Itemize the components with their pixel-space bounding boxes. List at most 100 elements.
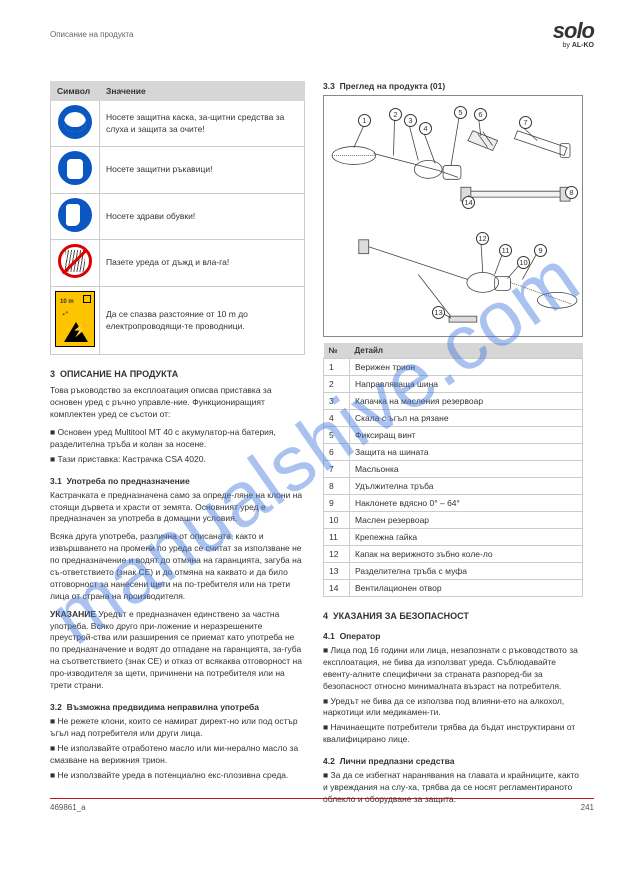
symbols-th-meaning: Значение xyxy=(100,82,305,101)
parts-name: Верижен трион xyxy=(350,359,583,376)
callout-marker: 2 xyxy=(389,108,402,121)
parts-row: 4Скала с ъгъл на рязане xyxy=(324,410,583,427)
diagram-svg xyxy=(324,96,582,336)
symbols-text: Носете защитни ръкавици! xyxy=(100,147,305,193)
parts-row: 13Разделителна тръба с муфа xyxy=(324,563,583,580)
parts-th-no: № xyxy=(324,343,350,359)
symbols-row: ↔⚡ Да се спазва разстояние от 10 m до ел… xyxy=(51,286,305,354)
callout-marker: 5 xyxy=(454,106,467,119)
symbols-row: Носете здрави обувки! xyxy=(51,193,305,239)
parts-name: Скала с ъгъл на рязане xyxy=(350,410,583,427)
parts-row: 2Направляваща шина xyxy=(324,376,583,393)
footer-left: 469861_a xyxy=(50,803,86,812)
callout-marker: 9 xyxy=(534,244,547,257)
section-heading: 3 ОПИСАНИЕ НА ПРОДУКТА xyxy=(50,369,305,379)
helmet-icon xyxy=(58,105,92,139)
parts-no: 1 xyxy=(324,359,350,376)
parts-name: Разделителна тръба с муфа xyxy=(350,563,583,580)
parts-no: 14 xyxy=(324,580,350,597)
parts-no: 8 xyxy=(324,478,350,495)
section-heading: 4 УКАЗАНИЯ ЗА БЕЗОПАСНОСТ xyxy=(323,611,583,621)
symbols-text: Носете защитна каска, за-щитни средства … xyxy=(100,101,305,147)
parts-name: Крепежна гайка xyxy=(350,529,583,546)
parts-row: 9Наклонете вдясно 0° – 64° xyxy=(324,495,583,512)
subsection-heading: 4.1 Оператор xyxy=(323,631,583,641)
parts-name: Масльонка xyxy=(350,461,583,478)
byline-brand: AL-KO xyxy=(572,42,594,49)
bullet-item: ■ Уредът не бива да се използва под влия… xyxy=(323,696,583,720)
gloves-icon xyxy=(58,151,92,185)
footer-right: 241 xyxy=(581,803,594,812)
body-text: Всяка друга употреба, различна от описан… xyxy=(50,531,305,602)
parts-row: 7Масльонка xyxy=(324,461,583,478)
byline-prefix: by xyxy=(562,42,569,49)
parts-name: Фиксиращ винт xyxy=(350,427,583,444)
parts-row: 6Защита на шината xyxy=(324,444,583,461)
subsection-heading: 3.1 Употреба по предназначение xyxy=(50,476,305,486)
callout-marker: 10 xyxy=(517,256,530,269)
body-text: Кастрачката е предназначена само за опре… xyxy=(50,490,305,526)
parts-row: 3Капачка на масления резервоар xyxy=(324,393,583,410)
page-footer: 469861_a 241 xyxy=(50,798,594,812)
symbols-table: Символ Значение Носете защитна каска, за… xyxy=(50,81,305,355)
parts-no: 5 xyxy=(324,427,350,444)
callout-marker: 6 xyxy=(474,108,487,121)
brand-logo-text: solo xyxy=(553,18,594,44)
callout-marker: 12 xyxy=(476,232,489,245)
callout-marker: 4 xyxy=(419,122,432,135)
parts-th-name: Детайл xyxy=(350,343,583,359)
bullet-item: ■ Не използвайте отработено масло или ми… xyxy=(50,743,305,767)
parts-row: 11Крепежна гайка xyxy=(324,529,583,546)
symbols-row: Носете защитна каска, за-щитни средства … xyxy=(51,101,305,147)
parts-row: 1Верижен трион xyxy=(324,359,583,376)
bullet-item: ■ Основен уред Multitool MT 40 с акумула… xyxy=(50,427,305,451)
symbols-text: Да се спазва разстояние от 10 m до елект… xyxy=(100,286,305,354)
exploded-diagram: 1 2 3 4 5 6 7 8 9 10 11 12 13 14 xyxy=(323,95,583,337)
bullet-item: ■ Не режете клони, които се намират дире… xyxy=(50,716,305,740)
subsection-heading: 3.3 Преглед на продукта (01) xyxy=(323,81,583,91)
parts-name: Вентилационен отвор xyxy=(350,580,583,597)
parts-row: 8Удължителна тръба xyxy=(324,478,583,495)
page-container: solo by AL-KO Описание на продукта Симво… xyxy=(0,0,629,832)
parts-name: Капак на верижното зъбно коле-ло xyxy=(350,546,583,563)
parts-no: 6 xyxy=(324,444,350,461)
right-column: 3.3 Преглед на продукта (01) xyxy=(323,81,583,812)
parts-no: 2 xyxy=(324,376,350,393)
symbols-row: Пазете уреда от дъжд и вла-га! xyxy=(51,240,305,286)
body-text: Това ръководство за експлоатация описва … xyxy=(50,385,305,421)
parts-no: 4 xyxy=(324,410,350,427)
parts-no: 11 xyxy=(324,529,350,546)
parts-no: 12 xyxy=(324,546,350,563)
parts-no: 13 xyxy=(324,563,350,580)
parts-name: Защита на шината xyxy=(350,444,583,461)
symbols-text: Носете здрави обувки! xyxy=(100,193,305,239)
bullet-item: ■ Лица под 16 години или лица, незапозна… xyxy=(323,645,583,693)
note-block: УКАЗАНИЕ Уредът е предназначен единствен… xyxy=(50,609,305,692)
page-title: Описание на продукта xyxy=(50,30,594,39)
warning-distance-icon: ↔⚡ xyxy=(55,291,95,347)
symbols-text: Пазете уреда от дъжд и вла-га! xyxy=(100,240,305,286)
parts-no: 7 xyxy=(324,461,350,478)
bullet-item: ■ Начинаещите потребители трябва да бъда… xyxy=(323,722,583,746)
left-column: Символ Значение Носете защитна каска, за… xyxy=(50,81,305,812)
parts-name: Капачка на масления резервоар xyxy=(350,393,583,410)
parts-no: 3 xyxy=(324,393,350,410)
callout-marker: 7 xyxy=(519,116,532,129)
symbols-row: Носете защитни ръкавици! xyxy=(51,147,305,193)
no-rain-icon xyxy=(58,244,92,278)
boots-icon xyxy=(58,198,92,232)
callout-marker: 14 xyxy=(462,196,475,209)
parts-name: Направляваща шина xyxy=(350,376,583,393)
parts-row: 10Маслен резервоар xyxy=(324,512,583,529)
parts-row: 14Вентилационен отвор xyxy=(324,580,583,597)
callout-marker: 3 xyxy=(404,114,417,127)
bullet-item: ■ Не използвайте уреда в потенциално екс… xyxy=(50,770,305,782)
parts-table: № Детайл 1Верижен трион2Направляваща шин… xyxy=(323,343,583,597)
parts-name: Наклонете вдясно 0° – 64° xyxy=(350,495,583,512)
parts-no: 10 xyxy=(324,512,350,529)
callout-marker: 1 xyxy=(358,114,371,127)
subsection-heading: 3.2 Възможна предвидима неправилна употр… xyxy=(50,702,305,712)
parts-name: Маслен резервоар xyxy=(350,512,583,529)
callout-marker: 13 xyxy=(432,306,445,319)
bullet-item: ■ Тази приставка: Кастрачка CSA 4020. xyxy=(50,454,305,466)
